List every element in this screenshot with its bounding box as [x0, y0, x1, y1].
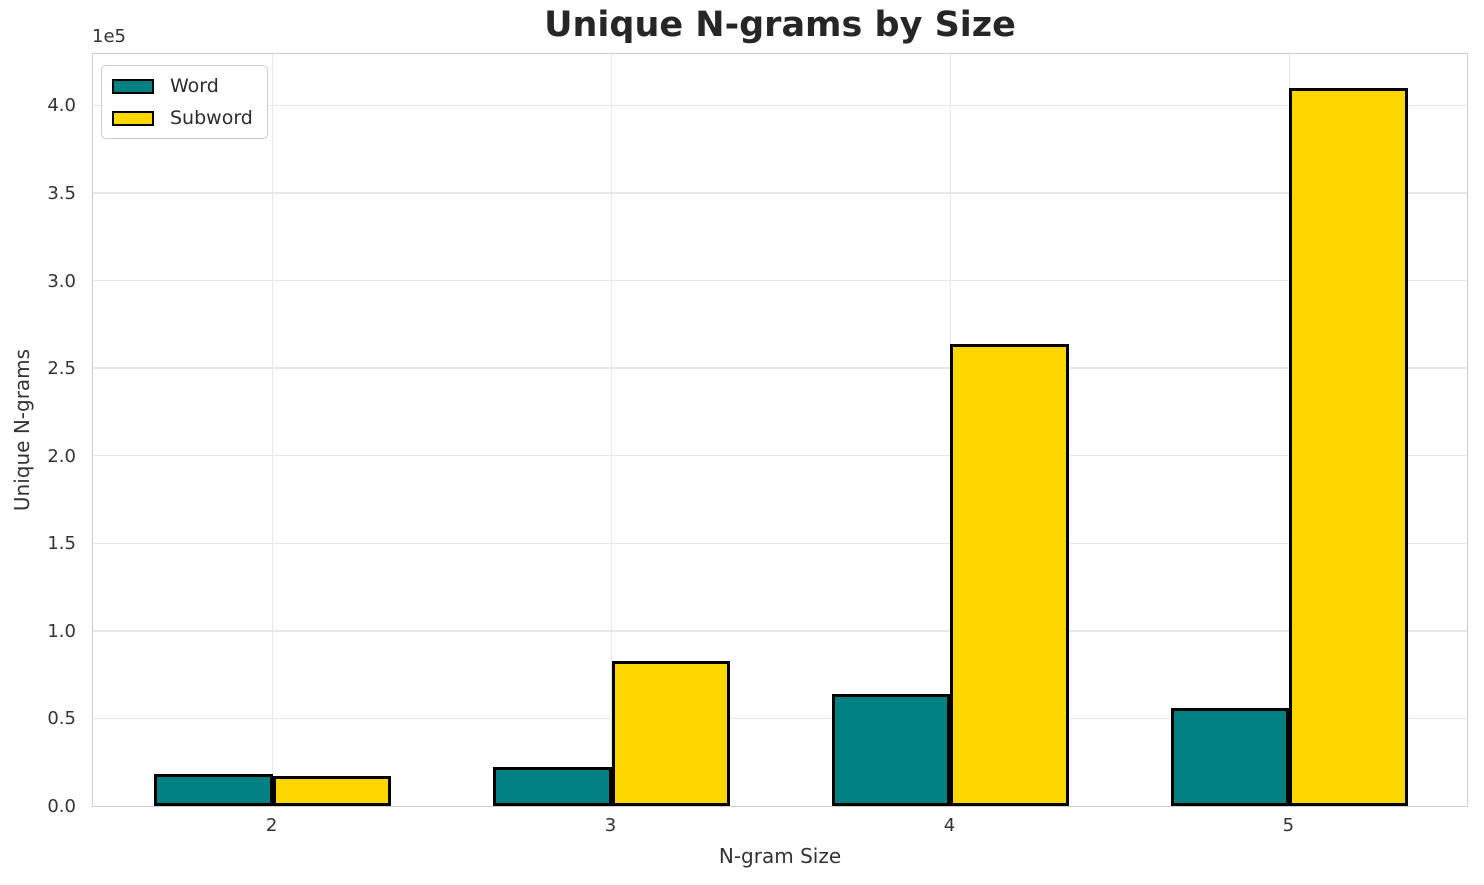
- word-bar: [492, 767, 612, 806]
- x-tick-label: 3: [604, 815, 617, 836]
- word-swatch-icon: [112, 78, 154, 94]
- y-axis-offset-label: 1e5: [92, 26, 126, 47]
- y-tick-label: 1.0: [47, 620, 76, 642]
- subword-swatch-icon: [112, 110, 154, 126]
- x-axis-label: N-gram Size: [718, 844, 842, 868]
- subword-bar: [272, 776, 392, 806]
- y-tick-label: 1.5: [47, 533, 76, 555]
- h-gridline: [93, 717, 1467, 720]
- y-tick-label: 3.0: [47, 270, 76, 292]
- h-gridline: [93, 542, 1467, 545]
- legend: Word Subword: [101, 65, 268, 139]
- word-bar: [831, 693, 951, 806]
- subword-bar: [1289, 87, 1408, 806]
- legend-item-subword: Subword: [112, 107, 253, 129]
- legend-label: Subword: [170, 107, 253, 129]
- chart-title: Unique N-grams by Size: [544, 5, 1016, 45]
- subword-bar: [950, 343, 1070, 806]
- subword-bar: [611, 660, 731, 806]
- y-tick-label: 0.0: [47, 796, 76, 817]
- plot-area: Word Subword: [92, 53, 1468, 807]
- x-tick-label: 5: [1282, 815, 1295, 836]
- h-gridline: [93, 279, 1467, 282]
- h-gridline: [93, 367, 1467, 369]
- y-tick-label: 2.0: [47, 445, 76, 467]
- word-bar: [154, 774, 273, 806]
- y-tick-label: 2.5: [47, 358, 76, 380]
- h-gridline: [93, 630, 1467, 632]
- v-gridline: [271, 54, 274, 806]
- h-gridline: [93, 192, 1467, 194]
- legend-label: Word: [170, 75, 219, 97]
- y-tick-label: 3.5: [47, 182, 76, 204]
- y-tick-label: 0.5: [47, 708, 76, 730]
- h-gridline: [93, 454, 1467, 457]
- h-gridline: [93, 104, 1467, 107]
- x-tick-label: 4: [943, 815, 956, 836]
- x-tick-label: 2: [265, 815, 278, 836]
- y-tick-label: 4.0: [47, 95, 76, 117]
- v-gridline: [610, 54, 613, 806]
- word-bar: [1170, 707, 1290, 806]
- legend-item-word: Word: [112, 75, 253, 97]
